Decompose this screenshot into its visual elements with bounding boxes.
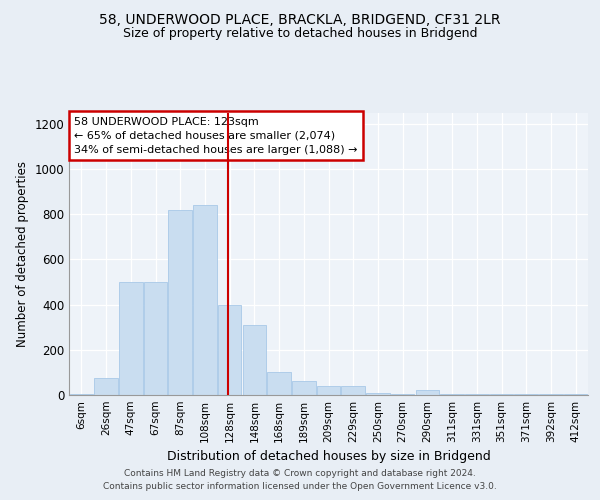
Text: 58 UNDERWOOD PLACE: 123sqm
← 65% of detached houses are smaller (2,074)
34% of s: 58 UNDERWOOD PLACE: 123sqm ← 65% of deta…: [74, 116, 358, 154]
Text: 58, UNDERWOOD PLACE, BRACKLA, BRIDGEND, CF31 2LR: 58, UNDERWOOD PLACE, BRACKLA, BRIDGEND, …: [99, 12, 501, 26]
X-axis label: Distribution of detached houses by size in Bridgend: Distribution of detached houses by size …: [167, 450, 490, 464]
Bar: [391, 394, 415, 395]
Bar: [268, 372, 291, 395]
Bar: [440, 394, 464, 395]
Bar: [292, 382, 316, 395]
Bar: [564, 394, 587, 395]
Bar: [94, 378, 118, 395]
Bar: [144, 282, 167, 395]
Bar: [490, 394, 513, 395]
Bar: [539, 394, 563, 395]
Bar: [465, 394, 488, 395]
Bar: [317, 386, 340, 395]
Bar: [218, 304, 241, 395]
Bar: [366, 393, 389, 395]
Text: Contains public sector information licensed under the Open Government Licence v3: Contains public sector information licen…: [103, 482, 497, 491]
Bar: [416, 390, 439, 395]
Y-axis label: Number of detached properties: Number of detached properties: [16, 161, 29, 347]
Bar: [514, 394, 538, 395]
Bar: [341, 386, 365, 395]
Bar: [169, 210, 192, 395]
Bar: [70, 394, 93, 395]
Bar: [119, 282, 143, 395]
Bar: [242, 325, 266, 395]
Text: Size of property relative to detached houses in Bridgend: Size of property relative to detached ho…: [123, 28, 477, 40]
Bar: [193, 205, 217, 395]
Text: Contains HM Land Registry data © Crown copyright and database right 2024.: Contains HM Land Registry data © Crown c…: [124, 468, 476, 477]
